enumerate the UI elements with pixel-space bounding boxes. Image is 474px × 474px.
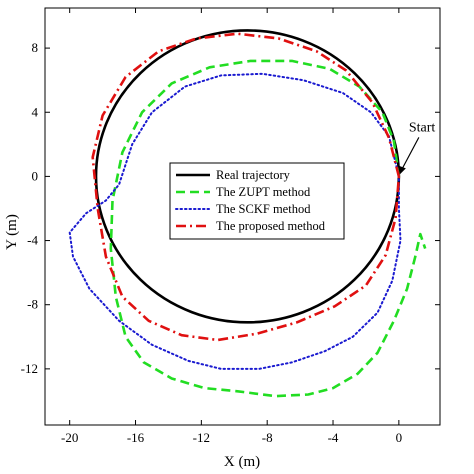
y-axis-label: Y (m): [4, 214, 20, 250]
y-tick-label: 8: [32, 40, 39, 55]
x-tick-label: -4: [328, 430, 339, 445]
start-label: Start: [409, 120, 436, 135]
legend: Real trajectory The ZUPT method The SCKF m…: [169, 162, 345, 240]
x-tick-label: 0: [396, 430, 403, 445]
y-tick-label: -12: [21, 361, 38, 376]
plot-frame: [44, 7, 441, 426]
x-axis-label: X (m): [224, 454, 260, 470]
x-tick-label: -8: [262, 430, 273, 445]
series-the-proposed-method: [91, 32, 401, 342]
y-tick-label: 4: [32, 104, 39, 119]
series-layer: [68, 29, 427, 398]
start-annotation: Start: [397, 120, 436, 175]
x-tick-label: -16: [127, 430, 145, 445]
y-tick-label: -4: [27, 233, 38, 248]
series-the-sckf-method: [68, 72, 402, 370]
x-tick-label: -12: [193, 430, 210, 445]
legend-label: The SCKF method: [216, 202, 311, 216]
start-arrow-head: [397, 165, 406, 175]
series-the-zupt-method: [109, 59, 427, 398]
legend-label: Real trajectory: [216, 168, 291, 182]
y-tick-label: 0: [32, 168, 39, 183]
x-tick-label: -20: [61, 430, 78, 445]
axes: [44, 7, 441, 426]
ticks: -20 -16 -12 -8 -4 0 8 4 0 -4 -8 -12: [21, 8, 440, 445]
legend-label: The ZUPT method: [216, 185, 311, 199]
legend-label: The proposed method: [216, 219, 326, 233]
y-tick-label: -8: [27, 297, 38, 312]
start-arrow-line: [401, 137, 420, 170]
